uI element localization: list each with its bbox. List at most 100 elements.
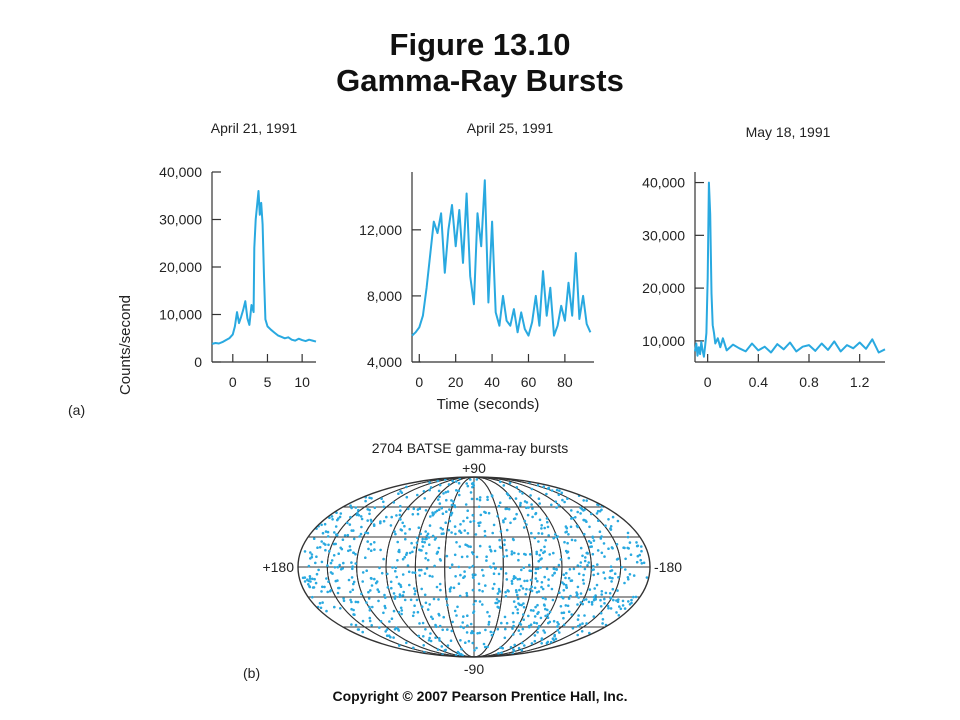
burst-point [311, 595, 314, 599]
burst-point [639, 558, 642, 562]
burst-point [520, 568, 523, 572]
burst-point [579, 592, 583, 595]
burst-point [457, 565, 461, 569]
burst-point [349, 548, 352, 552]
burst-point [476, 632, 479, 635]
burst-point [530, 487, 534, 491]
burst-point [525, 579, 529, 583]
burst-point [436, 648, 440, 651]
burst-point [427, 536, 431, 539]
burst-point [505, 621, 509, 625]
burst-point [474, 573, 477, 577]
burst-point [523, 644, 526, 647]
burst-point [505, 507, 509, 511]
burst-point [383, 593, 386, 597]
burst-point [640, 545, 643, 548]
burst-point [541, 587, 545, 591]
burst-point [424, 628, 427, 631]
burst-point [369, 549, 373, 552]
burst-point [400, 609, 404, 612]
burst-point [504, 595, 508, 598]
burst-point [608, 592, 612, 595]
burst-point [549, 640, 553, 644]
burst-point [332, 554, 336, 557]
burst-point [413, 571, 417, 574]
burst-point [525, 523, 528, 526]
burst-point [483, 529, 487, 533]
burst-point [527, 624, 531, 628]
map-lon-label-right: -180 [654, 559, 682, 575]
burst-point [453, 609, 457, 613]
burst-point [607, 518, 610, 521]
burst-point [471, 573, 475, 576]
burst-point [611, 515, 615, 519]
burst-point [470, 630, 474, 633]
burst-point [456, 605, 459, 609]
burst-point [518, 490, 522, 493]
burst-point [533, 586, 537, 590]
burst-point [574, 539, 577, 542]
burst-point [567, 556, 571, 560]
burst-point [445, 554, 449, 558]
burst-point [458, 493, 461, 497]
burst-point [413, 604, 416, 607]
burst-point [486, 645, 489, 649]
burst-point [394, 569, 397, 573]
burst-point [360, 592, 363, 596]
burst-point [456, 650, 460, 654]
burst-point [545, 517, 549, 520]
burst-point [507, 507, 511, 511]
burst-point [554, 533, 557, 536]
burst-point [475, 646, 478, 650]
burst-point [587, 561, 590, 564]
burst-point [418, 568, 421, 572]
burst-point [558, 489, 561, 493]
burst-point [343, 534, 347, 537]
burst-point [596, 549, 600, 552]
burst-point [463, 575, 467, 578]
burst-point [457, 481, 461, 485]
burst-point [599, 598, 602, 602]
burst-point [365, 601, 368, 604]
burst-point [317, 568, 320, 572]
burst-point [542, 603, 546, 606]
burst-point [572, 567, 576, 571]
burst-point [459, 573, 462, 577]
burst-point [515, 486, 519, 489]
burst-point [318, 601, 322, 605]
burst-point [428, 524, 432, 527]
burst-point [382, 500, 385, 504]
y-tick-label: 40,000 [159, 164, 202, 180]
burst-point [360, 517, 364, 521]
burst-point [395, 626, 398, 630]
burst-point [478, 588, 481, 592]
burst-point [408, 551, 412, 555]
burst-point [446, 644, 450, 647]
burst-point [492, 523, 496, 527]
burst-point [434, 636, 437, 639]
burst-point [531, 515, 534, 519]
burst-point [320, 560, 324, 564]
burst-point [520, 649, 524, 652]
burst-point [398, 595, 402, 598]
burst-point [582, 582, 586, 585]
burst-point [505, 492, 509, 495]
burst-point [463, 570, 466, 573]
burst-point [491, 587, 495, 590]
burst-point [585, 622, 588, 625]
x-tick-label: 20 [448, 374, 464, 390]
burst-point [535, 552, 538, 556]
copyright-notice: Copyright © 2007 Pearson Prentice Hall, … [332, 688, 628, 704]
burst-point [553, 634, 556, 638]
burst-point [578, 623, 582, 626]
burst-point [352, 537, 356, 541]
burst-point [534, 571, 537, 575]
burst-point [519, 503, 522, 507]
burst-point [462, 615, 465, 618]
map-title: 2704 BATSE gamma-ray bursts [372, 440, 569, 456]
burst-point [415, 598, 419, 602]
burst-point [607, 606, 610, 610]
burst-point [505, 528, 509, 532]
burst-point [492, 631, 495, 634]
x-tick-label: 5 [264, 374, 272, 390]
